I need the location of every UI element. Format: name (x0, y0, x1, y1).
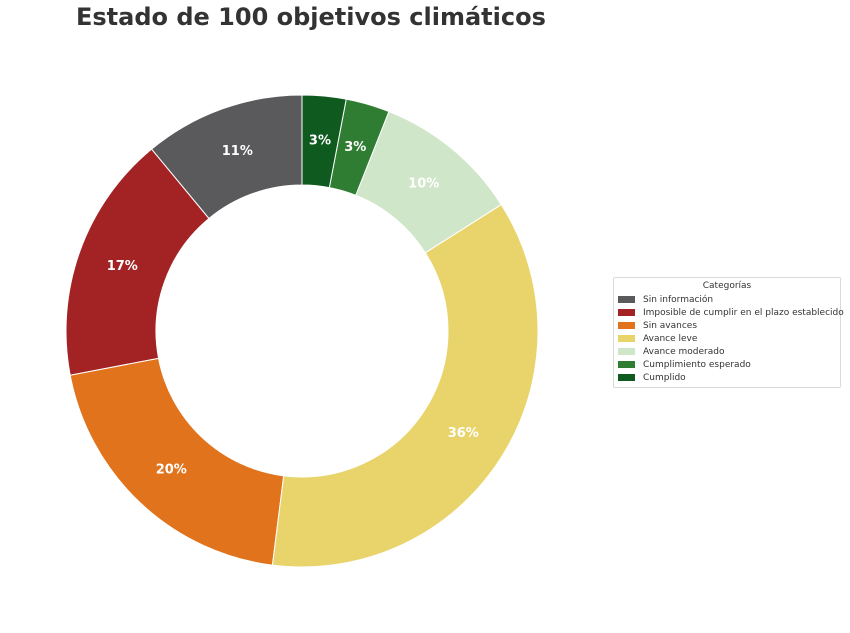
slice-label-imposible-de-cumplir-en-el-plazo-establecido: 17% (107, 259, 138, 274)
legend-item-avance-moderado: Avance moderado (618, 345, 836, 358)
legend-label: Avance leve (643, 333, 698, 344)
legend-title: Categorías (702, 281, 752, 291)
legend-item-cumplimiento-esperado: Cumplimiento esperado (618, 358, 836, 371)
slice-label-cumplimiento-esperado: 3% (344, 140, 366, 155)
chart-title: Estado de 100 objetivos climáticos (76, 3, 546, 31)
slice-cumplido (301, 94, 347, 189)
legend-label: Cumplimiento esperado (643, 359, 751, 370)
donut-slice-labels: 11% 17% 20% 36% 10% 3% 3% (107, 133, 479, 477)
slice-label-cumplido: 3% (309, 133, 331, 148)
legend-swatch (618, 361, 635, 368)
legend-swatch (618, 374, 635, 381)
legend-item-avance-leve: Avance leve (618, 332, 836, 345)
legend-item-sin-informacion: Sin información (618, 293, 836, 306)
legend-swatch (618, 335, 635, 342)
slice-label-sin-avances: 20% (156, 463, 187, 478)
legend-label: Cumplido (643, 372, 686, 383)
legend-label: Sin avances (643, 320, 698, 331)
legend: Categorías Sin información Imposible de c… (613, 277, 844, 388)
donut-slices (65, 94, 539, 568)
legend-label: Imposible de cumplir en el plazo estable… (643, 307, 844, 318)
legend-item-cumplido: Cumplido (618, 371, 836, 384)
legend-items: Sin información Imposible de cumplir en e… (618, 293, 844, 384)
legend-swatch (618, 309, 635, 316)
legend-item-sin-avances: Sin avances (618, 319, 836, 332)
slice-avance-leve (271, 203, 539, 568)
slice-sin-avances (69, 357, 285, 566)
legend-label: Avance moderado (643, 346, 725, 357)
legend-swatch (618, 348, 635, 355)
slice-label-avance-moderado: 10% (408, 176, 439, 191)
legend-item-imposible-de-cumplir-en-el-plazo-establecido: Imposible de cumplir en el plazo estable… (618, 306, 844, 319)
legend-label: Sin información (643, 294, 714, 305)
legend-swatch (618, 296, 635, 303)
legend-swatch (618, 322, 635, 329)
slice-label-sin-informacion: 11% (222, 144, 253, 159)
slice-label-avance-leve: 36% (448, 426, 479, 441)
